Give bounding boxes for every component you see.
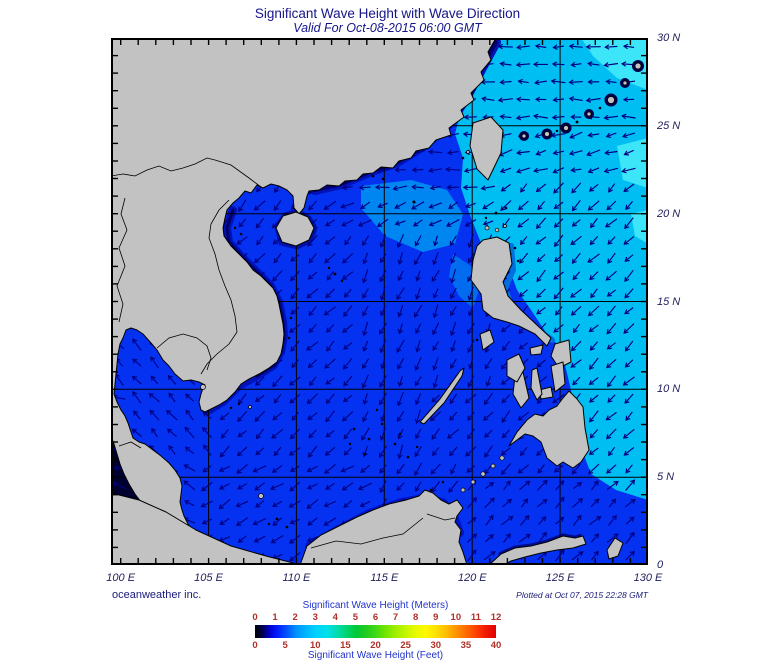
colorbar-tick-meters: 5 [352,612,359,623]
colorbar-tick-meters: 9 [433,612,439,623]
colorbar-tick-meters: 0 [252,612,258,623]
colorbar-tick-meters: 3 [312,612,318,623]
colorbar-tick-meters: 1 [272,612,278,623]
land-palawan [419,367,465,425]
sea-patch [449,254,479,308]
colorbar-tick-feet: 40 [490,640,502,651]
colorbar-tick-meters: 2 [292,612,298,623]
map-area [111,38,648,565]
land-luzon [470,236,552,347]
lon-label: 105 E [194,572,223,584]
land-cebu [530,367,543,401]
colorbar-title-feet: Significant Wave Height (Feet) [307,650,444,661]
land-leyte [550,361,566,393]
plotted-timestamp: Plotted at Oct 07, 2015 22:28 GMT [516,590,648,600]
lon-label: 130 E [633,572,663,584]
lat-label: 25 N [657,119,681,132]
colorbar-tick-feet: 30 [430,640,442,651]
lon-label: 100 E [106,572,136,584]
lon-label: 120 E [457,572,487,584]
colorbar-tick-meters: 6 [372,612,379,623]
page-subtitle: Valid For Oct-08-2015 06:00 GMT [293,21,482,35]
land-panay [506,353,526,383]
lat-label: 5 N [657,471,675,484]
land-borneo [299,489,468,565]
colorbar-tick-feet: 10 [309,640,321,651]
land-sumatra [111,492,302,565]
country-borders [111,157,456,549]
colorbar-tick-feet: 35 [460,640,472,651]
lon-label: 115 E [370,572,399,584]
lat-label: 0 [657,559,664,571]
colorbar-tick-meters: 4 [332,612,338,623]
map-frame [111,38,648,565]
colorbar-tick-feet: 5 [282,640,288,651]
sea-light-patch [617,138,648,188]
colorbar-tick-meters: 8 [413,612,419,623]
lat-label: 10 N [657,383,681,396]
colorbar-ticks-feet: 0 5 10 15 20 25 30 35 40 [252,640,501,651]
sea-light-patch [631,210,648,244]
land-taiwan [469,116,504,181]
colorbar-title-meters: Significant Wave Height (Meters) [302,600,449,611]
land-mindanao [508,390,590,469]
colorbar-tick-meters: 11 [470,612,481,623]
colorbar-ticks-meters: 0 1 2 3 4 5 6 7 8 9 10 11 12 [252,612,501,623]
colorbar-tick-feet: 15 [340,640,351,651]
colorbar-tick-meters: 7 [392,612,399,623]
land-mindoro [479,329,495,351]
land-samar [550,339,572,369]
lon-label: 110 E [282,572,311,584]
small-islands [111,60,644,529]
colorbar-tick-meters: 12 [490,612,502,623]
lat-label: 30 N [657,32,681,44]
land-sulawesi [488,535,587,565]
degree-ticks [113,40,646,563]
sea-patch [361,180,463,252]
oceanweather-credit: oceanweather inc. [112,589,202,601]
colorbar-tick-meters: 10 [450,612,462,623]
lat-label: 20 N [657,207,681,220]
land-masbate [529,344,544,356]
colorbar-tick-feet: 20 [370,640,381,651]
colorbar-tick-feet: 0 [252,640,258,651]
lon-label: 125 E [545,572,575,584]
land-mainland-asia [111,38,497,543]
wave-map [111,38,648,565]
page-title: Significant Wave Height with Wave Direct… [254,6,521,21]
land-hainan [275,211,315,247]
colorbar-gradient [255,625,496,638]
land-masses [111,38,624,565]
colorbar-tick-feet: 25 [400,640,411,651]
land-halmahera [606,537,624,560]
lat-label: 15 N [657,295,681,308]
